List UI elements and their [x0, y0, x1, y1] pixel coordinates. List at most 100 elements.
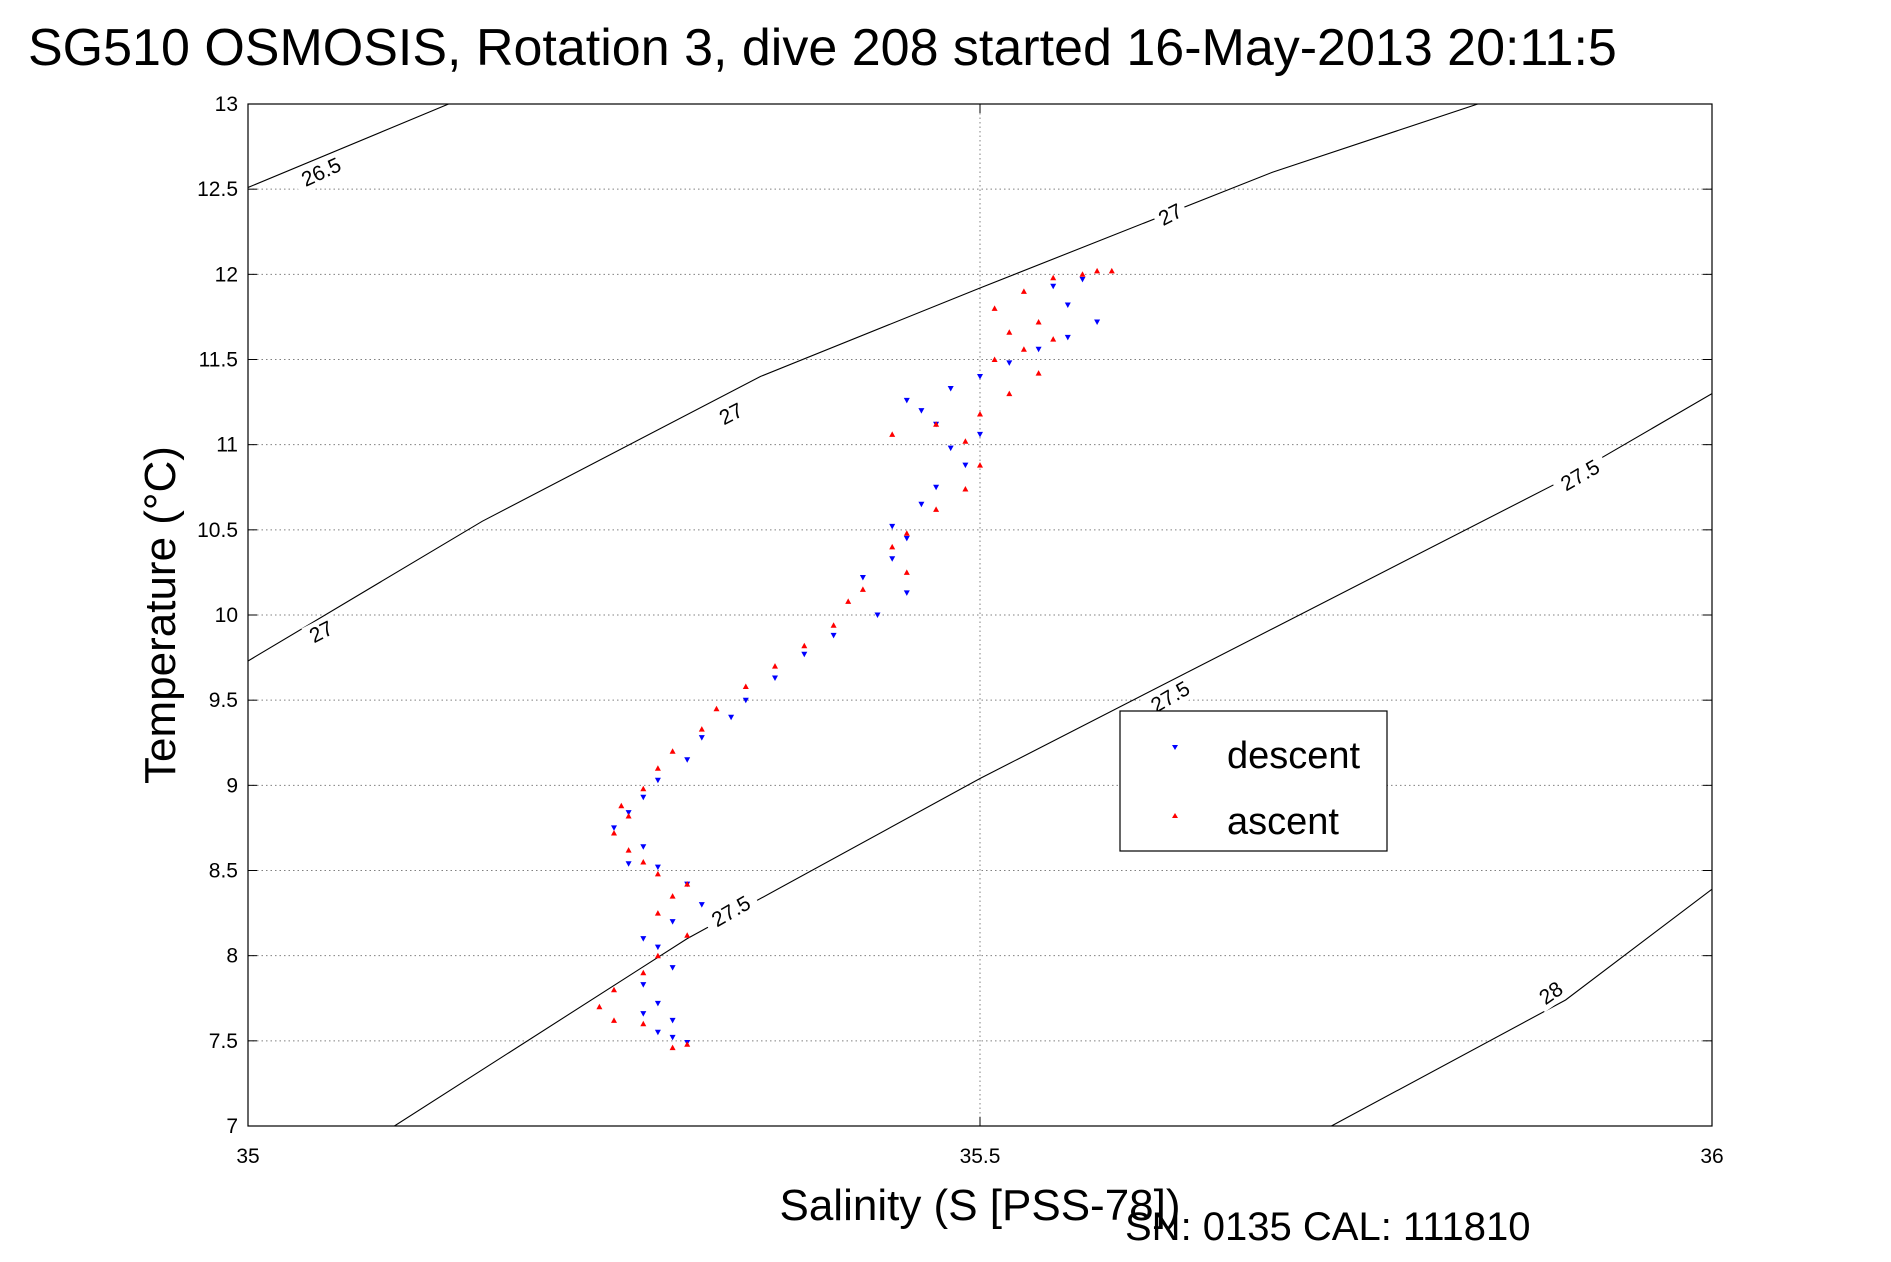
ascent-point [1108, 267, 1115, 274]
contour-label-background [711, 396, 751, 432]
ascent-point [1020, 346, 1027, 352]
descent-point [772, 675, 778, 681]
ascent-point [903, 530, 910, 536]
ascent-point [845, 598, 852, 604]
descent-point [698, 902, 705, 908]
ascent-point [830, 622, 837, 628]
ascent-point [640, 785, 647, 792]
ascent-point [669, 893, 676, 899]
ascent-point [618, 802, 625, 809]
y-tick-label: 12 [215, 263, 238, 286]
descent-point [684, 757, 691, 763]
x-axis-label: Salinity (S [PSS-78]) [779, 1181, 1180, 1230]
contour-label-background [301, 614, 341, 650]
descent-point [947, 445, 954, 452]
descent-point [640, 936, 647, 942]
ascent-point [640, 1020, 647, 1027]
ascent-point [669, 748, 676, 754]
ascent-point [684, 881, 691, 887]
descent-point [669, 1017, 676, 1024]
descent-point [1094, 319, 1101, 325]
descent-point [918, 408, 925, 414]
descent-point [903, 535, 910, 542]
descent-point [1064, 334, 1071, 341]
descent-point [903, 397, 910, 404]
descent-point [654, 777, 661, 784]
legend-ascent-label: ascent [1227, 801, 1339, 843]
descent-point [977, 374, 983, 380]
descent-point [640, 844, 647, 850]
descent-point [1006, 360, 1013, 366]
ascent-point [991, 356, 998, 362]
ascent-point [933, 421, 940, 427]
descent-point [859, 575, 866, 581]
descent-point [654, 1029, 661, 1036]
ascent-point [654, 952, 661, 959]
ascent-point [654, 870, 661, 877]
y-tick-label: 11.5 [199, 349, 238, 372]
descent-point [698, 735, 705, 741]
y-tick-label: 7 [226, 1115, 238, 1138]
legend: descent ascent [1119, 710, 1388, 852]
ascent-point [903, 569, 910, 575]
ascent-point [962, 486, 969, 492]
descent-point [625, 810, 632, 816]
y-tick-label: 7.5 [209, 1030, 238, 1053]
legend-box [1119, 710, 1388, 852]
ascent-point [596, 1003, 603, 1010]
x-tick-label: 36 [1700, 1145, 1723, 1168]
y-tick-label: 12.5 [197, 178, 238, 201]
grid-lines [248, 104, 1712, 1126]
descent-point [728, 714, 735, 721]
descent-point [889, 523, 896, 530]
ascent-point [1006, 329, 1013, 335]
descent-point [625, 861, 632, 867]
chart-title: SG510 OSMOSIS, Rotation 3, dive 208 star… [28, 19, 1617, 77]
descent-point [947, 386, 954, 392]
ascent-point [889, 431, 896, 437]
ascent-point [1006, 390, 1013, 397]
ascent-point [859, 586, 866, 592]
ascent-point [1079, 271, 1086, 277]
descent-point [889, 556, 896, 562]
ascent-point [1050, 336, 1057, 342]
descent-point [654, 864, 661, 871]
ascent-point [611, 986, 617, 993]
y-tick-label: 10.5 [197, 519, 238, 542]
ascent-point [654, 765, 661, 771]
ascent-point [669, 1044, 676, 1051]
density-contour-26.5 [248, 104, 449, 189]
descent-point [1079, 276, 1086, 283]
legend-ascent-marker [1172, 813, 1178, 818]
ascent-point [889, 543, 896, 550]
density-contour-27 [248, 104, 1478, 662]
descent-point [640, 794, 647, 801]
ascent-point [1050, 274, 1057, 281]
ascent-point [1035, 370, 1042, 376]
ascent-point [991, 305, 998, 311]
ascent-point [698, 726, 705, 732]
x-tick-label: 35 [236, 1145, 259, 1168]
ascent-point [1094, 267, 1101, 274]
y-tick-label: 9.5 [209, 689, 238, 712]
y-tick-label: 9 [226, 774, 238, 797]
density-contour-28 [1331, 888, 1712, 1126]
ascent-point [640, 969, 647, 976]
descent-point [669, 919, 676, 925]
descent-point [1050, 283, 1057, 290]
y-tick-label: 13 [215, 93, 238, 116]
y-axis-label: Temperature (°C) [136, 446, 185, 784]
descent-point [669, 965, 676, 971]
y-tick-label: 11 [216, 434, 238, 457]
contour-label-background [1140, 672, 1201, 722]
descent-point [933, 484, 940, 491]
ascent-point [625, 813, 632, 819]
ascent-point [611, 1017, 617, 1023]
contour-label-background [290, 149, 352, 195]
ascent-point [640, 859, 647, 865]
ascent-point [962, 438, 969, 444]
y-tick-label: 10 [215, 604, 238, 627]
descent-point [801, 651, 808, 658]
ascent-point [742, 683, 749, 689]
